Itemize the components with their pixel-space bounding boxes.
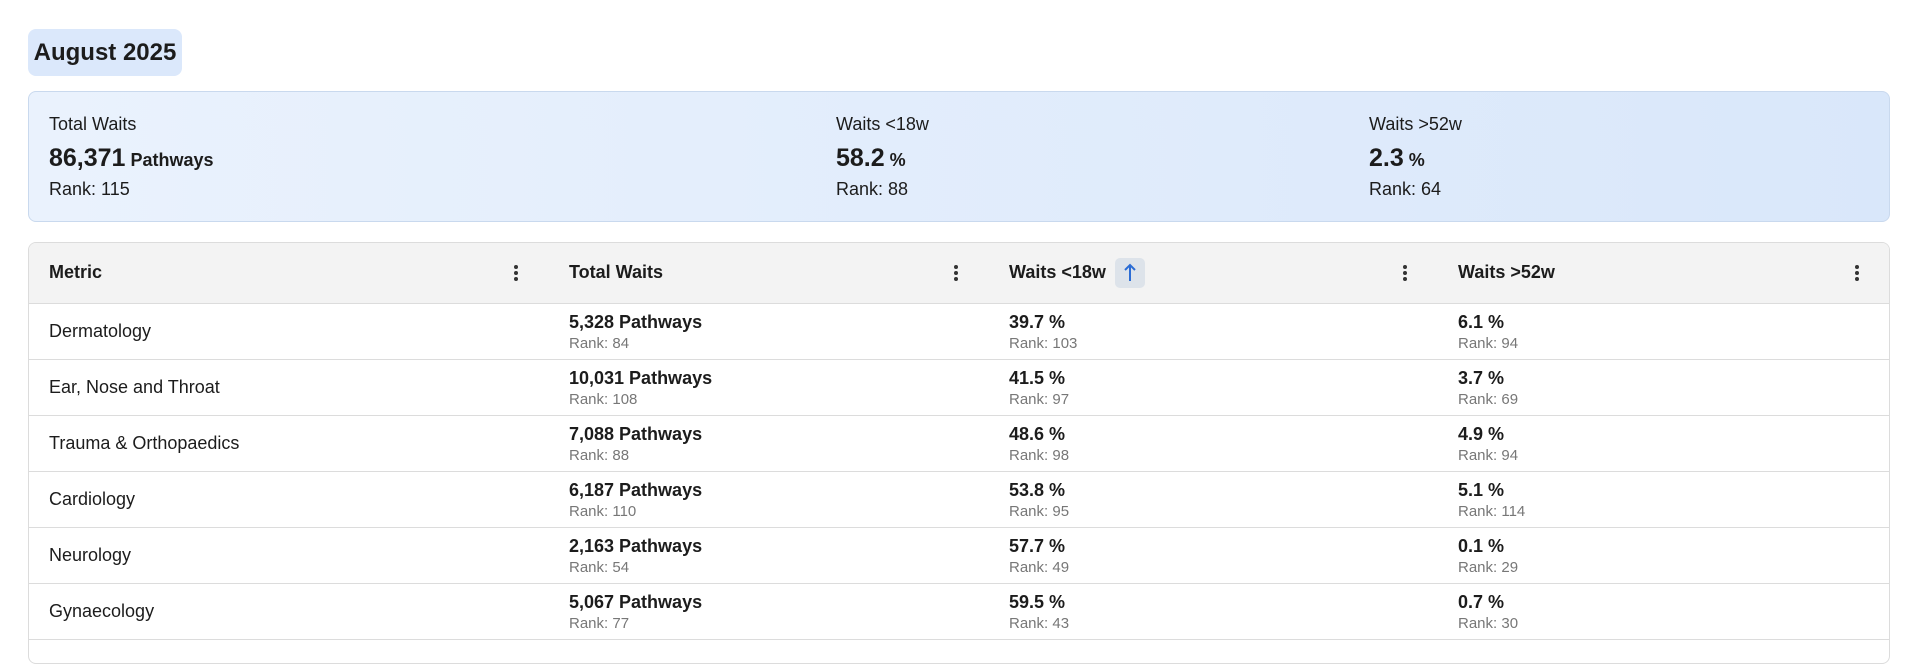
column-menu[interactable] xyxy=(954,263,958,283)
cell-value: 5,067 Pathways xyxy=(569,592,703,612)
cell-rank: Rank: 69 xyxy=(1458,391,1519,408)
column-header[interactable]: Total Waits xyxy=(569,262,663,282)
cell-value: 59.5 % xyxy=(1009,592,1066,612)
summary-value-line: 58.2% xyxy=(836,144,906,173)
column-header[interactable]: Waits >52w xyxy=(1458,262,1555,282)
cell-rank: Rank: 84 xyxy=(569,335,630,352)
cell-rank: Rank: 77 xyxy=(569,615,630,632)
summary-unit: % xyxy=(889,150,906,170)
period-title: August 2025 xyxy=(28,29,182,76)
cell-rank: Rank: 29 xyxy=(1458,559,1519,576)
metric-name: Ear, Nose and Throat xyxy=(49,377,220,397)
column-menu[interactable] xyxy=(514,263,518,283)
cell-value: 3.7 % xyxy=(1458,368,1505,388)
cell-value: 6,187 Pathways xyxy=(569,480,703,500)
table-row: Neurology 2,163 Pathways Rank: 54 57.7 % Ran… xyxy=(29,528,1889,584)
cell-rank: Rank: 103 xyxy=(1009,335,1078,352)
data-table: Metric Total Waits Waits <18w Waits >52w De… xyxy=(28,242,1890,664)
cell-value: 7,088 Pathways xyxy=(569,424,703,444)
cell-rank: Rank: 30 xyxy=(1458,615,1519,632)
summary-unit: Pathways xyxy=(130,150,214,170)
column-header[interactable]: Waits <18w xyxy=(1009,262,1106,282)
column-header[interactable]: Metric xyxy=(49,262,103,282)
summary-rank: Rank: 115 xyxy=(49,179,130,199)
metric-name: Trauma & Orthopaedics xyxy=(49,433,240,453)
cell-value: 53.8 % xyxy=(1009,480,1066,500)
cell-rank: Rank: 94 xyxy=(1458,335,1519,352)
summary-value-line: 86,371 Pathways xyxy=(49,144,214,173)
cell-rank: Rank: 88 xyxy=(569,447,630,464)
cell-rank: Rank: 110 xyxy=(569,503,637,520)
cell-value: 4.9 % xyxy=(1458,424,1505,444)
summary-value: 58.2 xyxy=(836,144,885,172)
page: August 2025 Total Waits 86,371 Pathways Ran… xyxy=(28,29,1890,664)
column-menu[interactable] xyxy=(1855,263,1859,283)
summary-value: 86,371 xyxy=(49,144,126,172)
cell-value: 2,163 Pathways xyxy=(569,536,703,556)
cell-value: 5.1 % xyxy=(1458,480,1505,500)
metric-name: Dermatology xyxy=(49,321,152,341)
cell-rank: Rank: 54 xyxy=(569,559,630,576)
table-row: Cardiology 6,187 Pathways Rank: 110 53.8 % R… xyxy=(29,472,1889,528)
cell-value: 10,031 Pathways xyxy=(569,368,713,388)
cell-rank: Rank: 97 xyxy=(1009,391,1070,408)
sort-indicator[interactable] xyxy=(1115,258,1145,288)
cell-value: 48.6 % xyxy=(1009,424,1066,444)
table-row: Ear, Nose and Throat 10,031 Pathways Rank:… xyxy=(29,360,1889,416)
summary-rank: Rank: 88 xyxy=(836,179,909,199)
cell-value: 41.5 % xyxy=(1009,368,1066,388)
cell-value: 5,328 Pathways xyxy=(569,312,703,332)
summary-label: Waits >52w xyxy=(1369,114,1462,134)
cell-value: 0.7 % xyxy=(1458,592,1505,612)
column-menu[interactable] xyxy=(1403,263,1407,283)
summary-rank: Rank: 64 xyxy=(1369,179,1442,199)
summary-unit: % xyxy=(1408,150,1425,170)
cell-rank: Rank: 49 xyxy=(1009,559,1070,576)
cell-rank: Rank: 108 xyxy=(569,391,638,408)
cell-rank: Rank: 94 xyxy=(1458,447,1519,464)
table-row: Trauma & Orthopaedics 7,088 Pathways Rank:… xyxy=(29,416,1889,472)
cell-rank: Rank: 114 xyxy=(1458,503,1526,520)
table-header: Metric Total Waits Waits <18w Waits >52w xyxy=(29,243,1889,304)
metric-name: Neurology xyxy=(49,545,132,565)
table-row: Gynaecology 5,067 Pathways Rank: 77 59.5 % R… xyxy=(29,584,1889,640)
summary-label: Waits <18w xyxy=(836,114,929,134)
cell-value: 39.7 % xyxy=(1009,312,1066,332)
cell-value: 57.7 % xyxy=(1009,536,1066,556)
metric-name: Gynaecology xyxy=(49,601,155,621)
summary-label: Total Waits xyxy=(49,114,137,134)
summary-card: Total Waits 86,371 Pathways Rank: 115 Waits … xyxy=(28,91,1890,222)
cell-value: 6.1 % xyxy=(1458,312,1505,332)
cell-value: 0.1 % xyxy=(1458,536,1505,556)
cell-rank: Rank: 98 xyxy=(1009,447,1070,464)
cell-rank: Rank: 43 xyxy=(1009,615,1070,632)
summary-value-line: 2.3% xyxy=(1369,144,1425,173)
summary-value: 2.3 xyxy=(1369,144,1404,172)
metric-name: Cardiology xyxy=(49,489,136,509)
table-row: Dermatology 5,328 Pathways Rank: 84 39.7 % R… xyxy=(29,304,1889,360)
cell-rank: Rank: 95 xyxy=(1009,503,1070,520)
